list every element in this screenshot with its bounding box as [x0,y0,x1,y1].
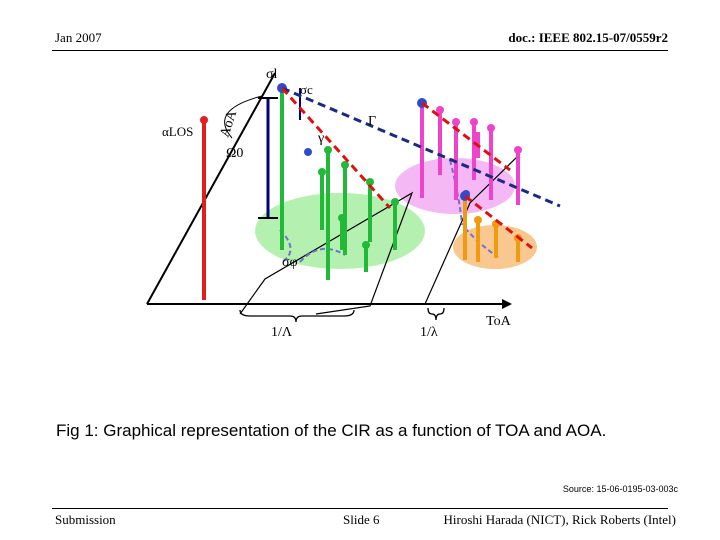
footer-authors: Hiroshi Harada (NICT), Rick Roberts (Int… [443,512,677,527]
footer-submission: Submission [55,512,116,527]
ray-decay-line-2 [421,101,511,172]
sigma-l-label: σl [266,67,278,82]
aoa-label: AoA [218,108,241,139]
cluster-2-projection [424,153,521,305]
sigma-phi-label: σφ [282,255,298,270]
cluster-1-rays [280,88,397,280]
cluster-2-ray-heads [436,106,522,154]
ray-decay-line-3 [464,194,533,250]
cluster-1-projection [239,191,414,315]
cluster-1-second-ray-marker [304,148,312,156]
aoa-arc [224,95,263,139]
inter-cluster-brace [239,309,355,323]
footer-slide-number: Slide 6 [343,512,380,527]
ray-decay-line-1 [280,86,392,210]
alpha-los-label: αLOS [162,124,193,139]
inv-lambda-lower-label: 1/λ [420,325,438,340]
header-date: Jan 2007 [55,30,102,45]
angle-axis [146,72,276,305]
gamma-lower-label: γ [317,131,324,146]
gamma-upper-label: Γ [368,114,376,129]
toa-axis-arrow [502,299,512,309]
footer-rule [52,508,668,509]
los-ray-head [200,116,208,124]
figure-caption: Fig 1: Graphical representation of the C… [56,421,607,440]
cluster-decay-line [281,86,561,208]
header-doc-id: doc.: IEEE 802.15-07/0559r2 [508,30,668,45]
omega-0-label: Ω0 [226,146,243,161]
sigma-c-label: σc [300,82,313,97]
inter-ray-brace [427,307,445,321]
cir-diagram: σl σc AoA αLOS Ω0 Γ γ σφ 1/Λ 1/λ ToA [146,67,561,340]
inv-lambda-upper-label: 1/Λ [271,325,293,340]
cluster-1-sigma-curve-b [299,247,346,263]
header-rule [52,50,668,51]
figure-source: Source: 15-06-0195-03-003c [562,484,678,494]
toa-label: ToA [486,314,512,329]
